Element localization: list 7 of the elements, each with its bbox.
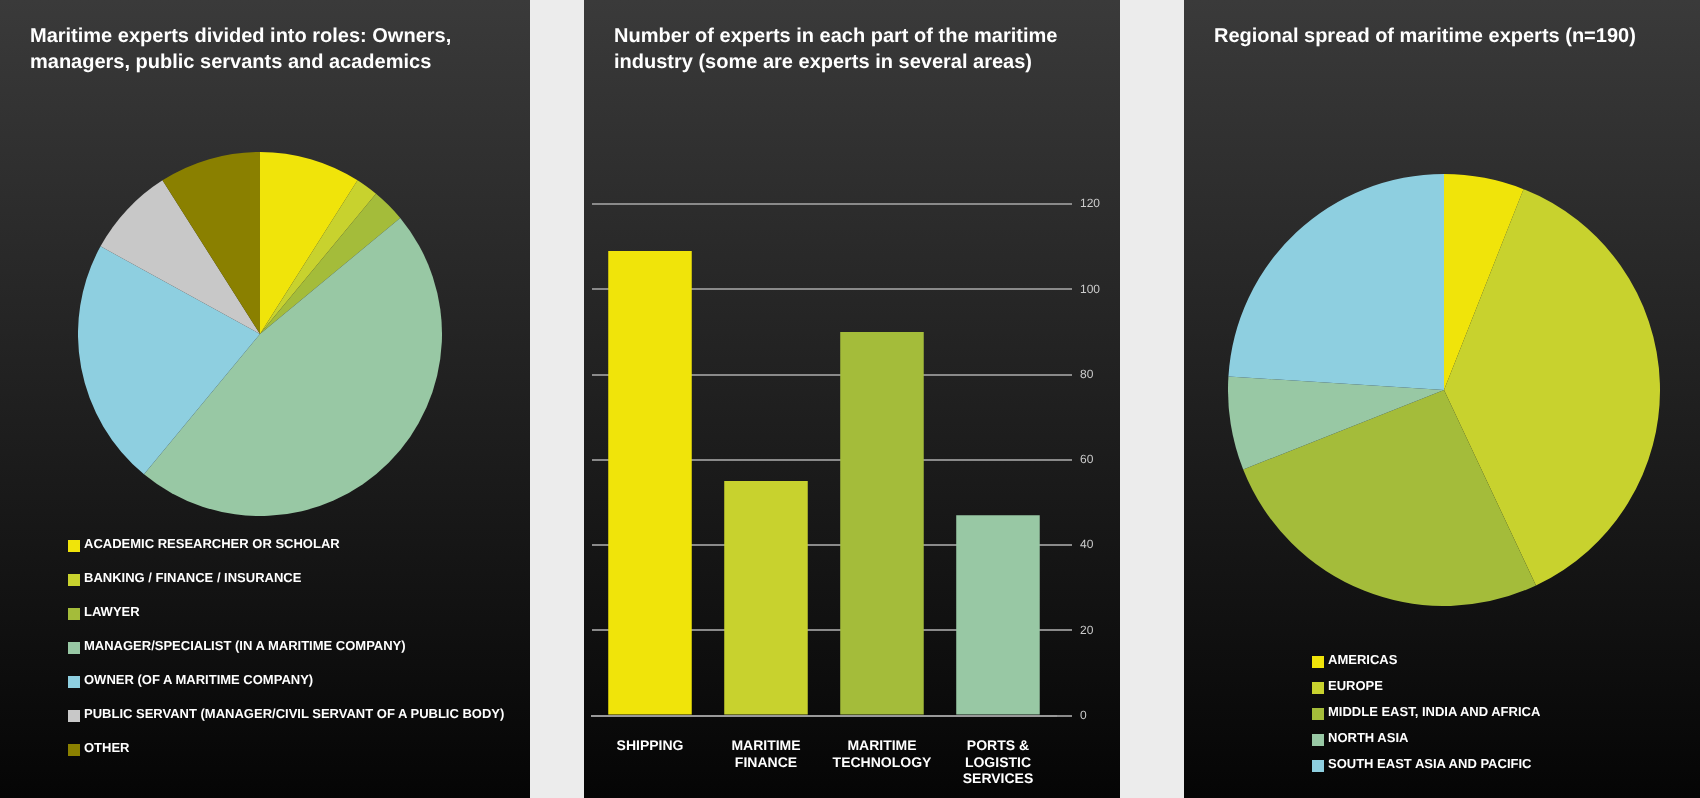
bar <box>840 331 924 715</box>
chart-title: Regional spread of maritime experts (n=190) <box>1214 24 1638 50</box>
chart-title: Number of experts in each part of the maritime industry (some are experts in several areas) <box>614 24 1060 76</box>
text: Maritime experts divided into roles: Owners, managers, public servants and academics <box>30 24 454 76</box>
bar <box>956 515 1040 715</box>
bar <box>608 250 692 715</box>
bar <box>724 481 808 715</box>
